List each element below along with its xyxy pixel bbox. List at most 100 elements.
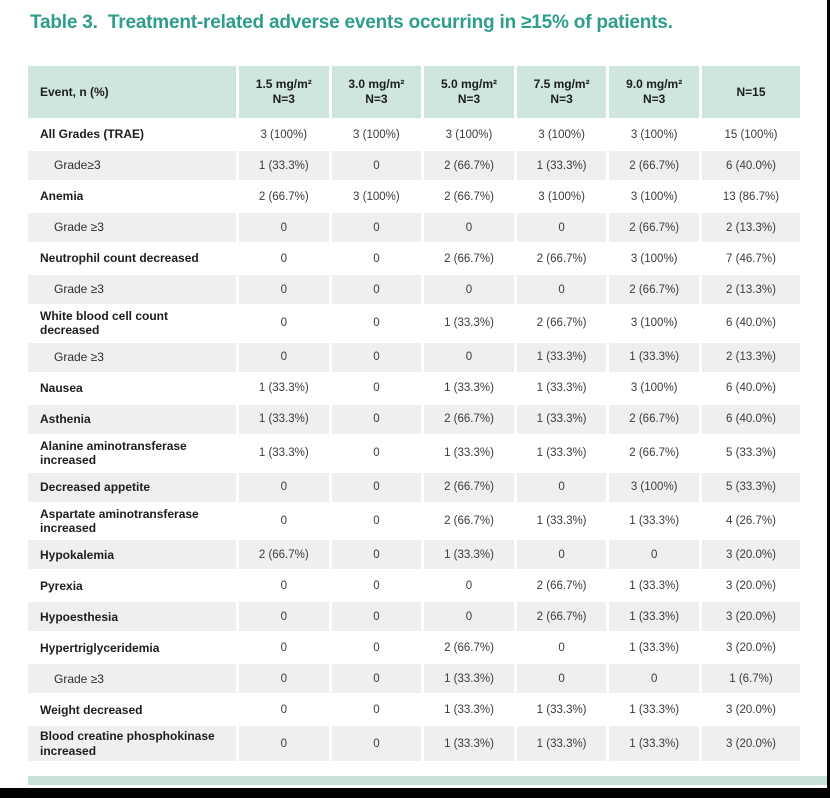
event-label: Neutrophil count decreased bbox=[28, 244, 236, 273]
value-cell: 1 (33.3%) bbox=[516, 726, 607, 762]
value-cell: 0 bbox=[331, 151, 422, 180]
value-cell: 0 bbox=[609, 540, 699, 570]
value-cell: 2 (13.3%) bbox=[701, 213, 800, 242]
value-cell: 0 bbox=[424, 571, 514, 601]
value-cell: 6 (40.0%) bbox=[701, 404, 800, 434]
table-row: Anemia 2 (66.7%) 3 (100%) 2 (66.7%) 3 (100%)… bbox=[28, 182, 800, 211]
event-label: White blood cell count decreased bbox=[28, 306, 236, 341]
value-cell: 1 (33.3%) bbox=[609, 602, 699, 632]
column-header-dose: 7.5 mg/m² N=3 bbox=[516, 66, 607, 118]
column-header-dose: 3.0 mg/m² N=3 bbox=[331, 66, 422, 118]
table-footer-strip bbox=[28, 776, 828, 785]
value-cell: 1 (33.3%) bbox=[609, 695, 699, 725]
value-cell: 2 (66.7%) bbox=[424, 472, 514, 502]
value-cell: 15 (100%) bbox=[701, 120, 800, 149]
value-cell: 0 bbox=[516, 664, 607, 694]
value-cell: 3 (100%) bbox=[609, 472, 699, 502]
table-row: White blood cell count decreased 0 0 1 (33.… bbox=[28, 306, 800, 341]
value-cell: 0 bbox=[331, 503, 422, 539]
table-row: Grade ≥3 0 0 0 1 (33.3%) 1 (33.3%) 2 (13.3%) bbox=[28, 342, 800, 372]
column-header-label: N=15 bbox=[736, 84, 766, 99]
value-cell: 3 (100%) bbox=[239, 120, 329, 149]
value-cell: 13 (86.7%) bbox=[701, 182, 800, 211]
value-cell: 6 (40.0%) bbox=[701, 373, 800, 403]
event-label: Hypoesthesia bbox=[28, 602, 236, 632]
value-cell: 0 bbox=[331, 726, 422, 762]
value-cell: 0 bbox=[331, 633, 422, 663]
table-row: Hypoesthesia 0 0 0 2 (66.7%) 1 (33.3%) 3 (20.0… bbox=[28, 602, 800, 632]
value-cell: 0 bbox=[239, 633, 329, 663]
value-cell: 0 bbox=[516, 213, 607, 242]
value-cell: 2 (66.7%) bbox=[609, 404, 699, 434]
value-cell: 3 (100%) bbox=[424, 120, 514, 149]
value-cell: 0 bbox=[331, 602, 422, 632]
event-label: Nausea bbox=[28, 373, 236, 403]
value-cell: 1 (33.3%) bbox=[609, 342, 699, 372]
value-cell: 0 bbox=[239, 472, 329, 502]
column-header-label: 1.5 mg/m² bbox=[255, 77, 312, 91]
column-header-n: N=3 bbox=[457, 92, 481, 106]
value-cell: 0 bbox=[239, 602, 329, 632]
value-cell: 0 bbox=[331, 540, 422, 570]
value-cell: 2 (66.7%) bbox=[424, 633, 514, 663]
value-cell: 3 (100%) bbox=[516, 182, 607, 211]
column-header-dose: 5.0 mg/m² N=3 bbox=[424, 66, 514, 118]
value-cell: 5 (33.3%) bbox=[701, 435, 800, 471]
value-cell: 1 (33.3%) bbox=[424, 540, 514, 570]
value-cell: 0 bbox=[424, 342, 514, 372]
column-header-event: Event, n (%) bbox=[28, 66, 236, 118]
value-cell: 0 bbox=[331, 695, 422, 725]
value-cell: 1 (33.3%) bbox=[239, 373, 329, 403]
value-cell: 1 (33.3%) bbox=[516, 503, 607, 539]
value-cell: 1 (33.3%) bbox=[609, 633, 699, 663]
value-cell: 0 bbox=[331, 306, 422, 341]
value-cell: 2 (66.7%) bbox=[609, 151, 699, 180]
table-header-row: Event, n (%) 1.5 mg/m² N=3 3.0 mg/m² N=3 5.0 … bbox=[28, 66, 800, 118]
event-label: Grade ≥3 bbox=[28, 213, 236, 242]
value-cell: 5 (33.3%) bbox=[701, 472, 800, 502]
table-title: Table 3. Treatment-related adverse event… bbox=[30, 12, 673, 33]
table-row: Weight decreased 0 0 1 (33.3%) 1 (33.3%) 1 (3… bbox=[28, 695, 800, 725]
table-row: Hypertriglyceridemia 0 0 2 (66.7%) 0 1 (33.3%… bbox=[28, 633, 800, 663]
event-label: Alanine aminotransferase increased bbox=[28, 435, 236, 471]
value-cell: 1 (6.7%) bbox=[701, 664, 800, 694]
value-cell: 1 (33.3%) bbox=[424, 726, 514, 762]
column-header-n: N=3 bbox=[365, 92, 388, 106]
event-label: All Grades (TRAE) bbox=[28, 120, 236, 149]
value-cell: 0 bbox=[424, 275, 514, 304]
value-cell: 0 bbox=[331, 275, 422, 304]
value-cell: 0 bbox=[331, 244, 422, 273]
column-header-label: Event, n (%) bbox=[40, 84, 109, 99]
value-cell: 1 (33.3%) bbox=[516, 342, 607, 372]
value-cell: 1 (33.3%) bbox=[516, 373, 607, 403]
value-cell: 2 (66.7%) bbox=[424, 503, 514, 539]
table-row: Grade ≥3 0 0 1 (33.3%) 0 0 1 (6.7%) bbox=[28, 664, 800, 694]
value-cell: 1 (33.3%) bbox=[424, 695, 514, 725]
value-cell: 0 bbox=[331, 404, 422, 434]
table-row: Decreased appetite 0 0 2 (66.7%) 0 3 (100%) 5 … bbox=[28, 472, 800, 502]
table-row: Grade≥3 1 (33.3%) 0 2 (66.7%) 1 (33.3%) 2 (66… bbox=[28, 151, 800, 180]
event-label: Blood creatine phosphokinase increased bbox=[28, 726, 236, 762]
value-cell: 2 (66.7%) bbox=[516, 244, 607, 273]
value-cell: 2 (66.7%) bbox=[609, 435, 699, 471]
value-cell: 1 (33.3%) bbox=[516, 695, 607, 725]
column-header-n: N=3 bbox=[272, 92, 295, 106]
column-header-label: 7.5 mg/m² bbox=[533, 77, 590, 91]
value-cell: 1 (33.3%) bbox=[609, 571, 699, 601]
value-cell: 2 (13.3%) bbox=[701, 275, 800, 304]
event-label: Asthenia bbox=[28, 404, 236, 434]
value-cell: 7 (46.7%) bbox=[701, 244, 800, 273]
column-header-label: 5.0 mg/m² bbox=[440, 77, 497, 91]
value-cell: 1 (33.3%) bbox=[239, 151, 329, 180]
value-cell: 3 (100%) bbox=[609, 373, 699, 403]
column-header-dose: 9.0 mg/m² N=3 bbox=[609, 66, 699, 118]
event-label: Grade ≥3 bbox=[28, 664, 236, 694]
value-cell: 1 (33.3%) bbox=[516, 435, 607, 471]
value-cell: 3 (100%) bbox=[609, 182, 699, 211]
value-cell: 0 bbox=[331, 435, 422, 471]
table-row: Nausea 1 (33.3%) 0 1 (33.3%) 1 (33.3%) 3 (100… bbox=[28, 373, 800, 403]
column-header-dose: 1.5 mg/m² N=3 bbox=[239, 66, 329, 118]
value-cell: 3 (100%) bbox=[609, 120, 699, 149]
value-cell: 3 (100%) bbox=[516, 120, 607, 149]
right-black-edge bbox=[827, 0, 830, 798]
